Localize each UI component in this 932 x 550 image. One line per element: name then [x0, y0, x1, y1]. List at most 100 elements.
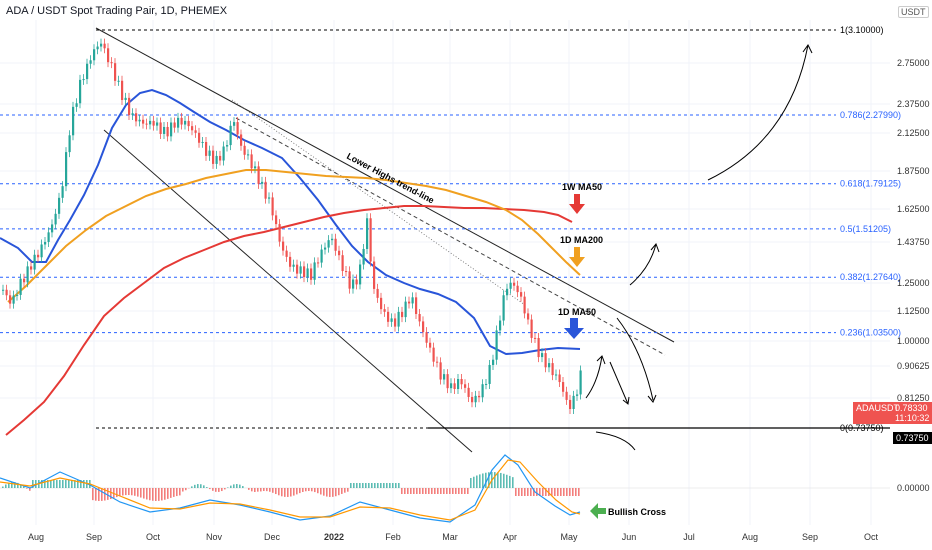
macd-bar: [554, 488, 556, 496]
macd-bar: [569, 488, 571, 496]
candle-body: [446, 374, 449, 389]
channel-upper-line: [95, 27, 675, 343]
candle-body: [369, 218, 372, 262]
candle-body: [324, 247, 327, 250]
macd-bar: [74, 480, 76, 488]
macd-bar: [302, 488, 304, 492]
y-tick-label: 0.00000: [897, 483, 930, 493]
macd-bar: [353, 483, 355, 488]
macd-bar: [164, 488, 166, 500]
channel-lower-line: [103, 129, 473, 453]
macd-bar: [161, 488, 163, 501]
candle-body: [180, 117, 183, 125]
macd-bar: [179, 488, 181, 496]
macd-bar: [335, 488, 337, 497]
macd-bar: [206, 487, 208, 488]
candle-body: [565, 391, 568, 400]
macd-bar: [227, 487, 229, 488]
currency-badge[interactable]: USDT: [898, 6, 929, 18]
candle-body: [240, 134, 243, 146]
macd-bar: [2, 486, 4, 488]
candle-body: [453, 383, 456, 390]
macd-bar: [446, 488, 448, 494]
fib-label: 1(3.10000): [840, 25, 884, 35]
macd-bar: [71, 480, 73, 488]
candle-body: [23, 278, 26, 283]
candle-body: [579, 370, 582, 395]
candle-body: [317, 262, 320, 264]
signal-line: [0, 459, 581, 521]
macd-bar: [137, 488, 139, 497]
macd-bar: [473, 476, 475, 488]
candle-body: [58, 197, 61, 214]
macd-bar: [455, 488, 457, 494]
candle-body: [439, 362, 442, 380]
macd-bar: [251, 488, 253, 492]
arrow-down-2: [616, 317, 654, 401]
macd-bar: [50, 480, 52, 488]
candle-body: [236, 122, 239, 135]
candle-body: [268, 197, 271, 199]
candle-body: [170, 122, 173, 137]
macd-bar: [212, 488, 214, 491]
arrow-short-up: [585, 355, 603, 399]
y-tick-label: 1.43750: [897, 237, 930, 247]
candle-body: [226, 145, 229, 147]
candle-body: [348, 271, 351, 289]
macd-bar: [503, 473, 505, 488]
macd-bar: [29, 488, 31, 491]
fib-label: 0.236(1.03500): [840, 328, 901, 338]
macd-bar: [512, 477, 514, 488]
candle-body: [198, 132, 201, 143]
candle-body: [5, 289, 8, 296]
macd-bar: [191, 486, 193, 488]
support-badge: [893, 432, 932, 444]
candle-body: [499, 320, 502, 331]
candle-body: [233, 122, 236, 126]
macd-bar: [266, 488, 268, 492]
candle-body: [467, 387, 470, 397]
macd-bar: [224, 488, 226, 490]
channel-lines: [95, 27, 675, 453]
macd-bar: [221, 488, 223, 492]
macd-bar: [530, 488, 532, 496]
macd-bar: [242, 486, 244, 488]
macd-bar: [539, 488, 541, 496]
macd-bar: [275, 488, 277, 495]
candle-body: [310, 268, 313, 280]
macd-bar: [509, 475, 511, 488]
macd-bar: [410, 488, 412, 494]
candlesticks: [2, 38, 582, 415]
macd-bar: [323, 488, 325, 496]
candle-body: [100, 43, 103, 47]
candle-body: [306, 268, 309, 278]
candle-body: [2, 289, 5, 291]
macd-bar: [557, 488, 559, 496]
macd-bar: [488, 472, 490, 488]
ma-markers: [564, 194, 606, 519]
candle-body: [215, 155, 218, 164]
macd-line: [0, 454, 581, 523]
candle-body: [509, 282, 512, 289]
macd-bar: [269, 488, 271, 492]
macd-bar: [320, 488, 322, 495]
candle-body: [16, 294, 19, 296]
candle-body: [478, 395, 481, 398]
candle-body: [327, 240, 330, 248]
x-axis: Aug Sep Oct Nov Dec 2022 Feb Mar Apr May Jun Jul Aug…: [28, 532, 879, 542]
y-tick-label: 1.87500: [897, 166, 930, 176]
candle-body: [502, 295, 505, 321]
y-tick-label: 2.37500: [897, 99, 930, 109]
candle-body: [194, 130, 197, 133]
macd-bar: [296, 488, 298, 495]
w50-line: [7, 169, 581, 303]
candle-body: [523, 296, 526, 314]
candle-body: [418, 313, 421, 322]
candle-body: [264, 181, 267, 199]
macd-bar: [26, 488, 28, 489]
macd-bar: [533, 488, 535, 496]
macd-bar: [497, 472, 499, 488]
macd-bar: [440, 488, 442, 494]
candle-body: [103, 43, 106, 49]
